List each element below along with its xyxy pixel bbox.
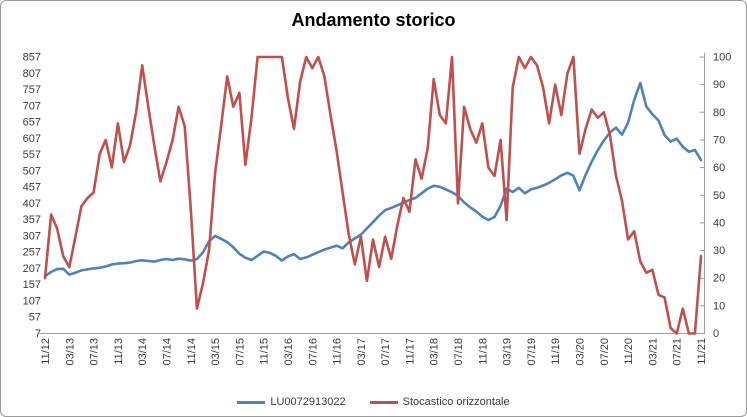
x-axis-tick-label: 07/17: [380, 338, 392, 366]
x-axis-tick-label: 07/21: [672, 338, 684, 366]
y-axis-left-tick-label: 357: [23, 214, 41, 226]
legend-swatch-blue-line: [237, 400, 266, 404]
series-lines: [43, 55, 703, 335]
y-axis-right-tick-label: 40: [713, 217, 725, 229]
legend-item-stocastico-orizzontale: Stocastico orizzontale: [369, 396, 510, 408]
y-axis-left-tick-label: 207: [23, 263, 41, 275]
y-axis-right-tick-label: 60: [713, 162, 725, 174]
x-axis-tick-label: 07/13: [89, 338, 101, 366]
y-axis-left-labels: 8578077577076576075575074574073573072572…: [23, 52, 41, 341]
legend-label: LU0072913022: [270, 396, 346, 408]
x-axis-tick-label: 03/19: [502, 338, 514, 366]
y-axis-left-tick-label: 857: [23, 52, 41, 64]
y-axis-right-tick-label: 100: [713, 52, 731, 64]
legend-label: Stocastico orizzontale: [402, 396, 510, 408]
x-axis-tick-label: 03/15: [210, 338, 222, 366]
x-axis-tick-label: 03/17: [356, 338, 368, 366]
y-axis-left-tick-label: 707: [23, 100, 41, 112]
x-axis-tick-label: 03/18: [429, 338, 441, 366]
x-axis-tick-label: 11/20: [623, 338, 635, 365]
y-axis-left-tick-label: 157: [23, 279, 41, 291]
x-axis-tick-label: 07/20: [599, 338, 611, 366]
x-axis-tick-label: 11/13: [113, 338, 125, 365]
x-axis-tick-label: 11/18: [477, 338, 489, 365]
x-axis-tick-label: 03/20: [575, 338, 587, 366]
y-axis-left-tick-label: 7: [35, 328, 41, 340]
x-axis-tick-label: 11/17: [404, 338, 416, 365]
y-axis-right-tick-label: 0: [713, 328, 719, 340]
x-axis-tick-label: 03/14: [137, 338, 149, 366]
x-axis-tick-label: 07/14: [161, 338, 173, 366]
y-axis-left-tick-label: 107: [23, 295, 41, 307]
y-axis-right-tick-label: 80: [713, 107, 725, 119]
x-axis-tick-label: 11/15: [259, 338, 271, 365]
y-axis-left-tick-label: 407: [23, 198, 41, 210]
y-axis-left-tick-label: 557: [23, 149, 41, 161]
y-axis-left-tick-label: 57: [29, 312, 41, 324]
legend-swatch-red-line: [369, 400, 398, 404]
x-axis-tick-label: 07/19: [526, 338, 538, 366]
y-axis-left-tick-label: 257: [23, 247, 41, 259]
x-axis-tick-label: 03/21: [647, 338, 659, 366]
y-axis-left-tick-label: 657: [23, 117, 41, 129]
chart-title: Andamento storico: [291, 10, 456, 30]
x-axis-tick-label: 03/13: [64, 338, 76, 366]
x-axis-tick-label: 11/12: [40, 338, 52, 365]
x-axis-labels: 11/12 03/13 07/13 11/13 03/14 07/14 11/14 03/15…: [40, 338, 708, 366]
x-axis-tick-label: 07/15: [234, 338, 246, 366]
y-axis-right-tick-label: 20: [713, 273, 725, 285]
y-axis-left-tick-label: 507: [23, 165, 41, 177]
y-axis-right-tick-label: 10: [713, 300, 725, 312]
y-axis-left-tick-label: 807: [23, 68, 41, 80]
y-axis-right-tick-label: 50: [713, 190, 725, 202]
y-axis-right-tick-label: 30: [713, 245, 725, 257]
legend: LU0072913022 Stocastico orizzontale: [1, 396, 746, 408]
y-axis-right-tick-label: 70: [713, 134, 725, 146]
series-line-lu0072913022: [43, 81, 703, 278]
legend-item-lu0072913022: LU0072913022: [237, 396, 346, 408]
x-axis-tick-label: 03/16: [283, 338, 295, 366]
y-axis-left-tick-label: 457: [23, 182, 41, 194]
x-axis-tick-label: 11/21: [696, 338, 708, 365]
x-axis-tick-label: 07/18: [453, 338, 465, 366]
series-line-stocastico-orizzontale: [43, 55, 703, 335]
y-axis-left-tick-label: 607: [23, 133, 41, 145]
x-axis-tick-label: 11/19: [550, 338, 562, 365]
x-axis-tick-label: 11/14: [186, 338, 198, 365]
y-axis-left-tick-label: 307: [23, 230, 41, 242]
x-axis-tick-label: 11/16: [332, 338, 344, 365]
y-axis-right-tick-label: 90: [713, 79, 725, 91]
axis-lines: [39, 53, 705, 334]
x-axis-tick-label: 07/16: [307, 338, 319, 366]
y-axis-left-tick-label: 757: [23, 84, 41, 96]
